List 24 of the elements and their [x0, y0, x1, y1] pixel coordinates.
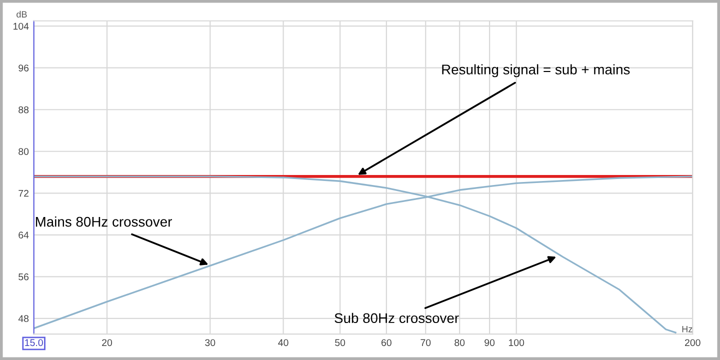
y-tick-label: 56	[18, 273, 29, 280]
x-tick-label: 15.0	[25, 339, 43, 346]
y-axis-title: dB	[16, 10, 27, 18]
x-tick-label: 30	[205, 339, 216, 346]
x-tick-label: 80	[454, 339, 465, 346]
annotation: Sub 80Hz crossover	[334, 312, 459, 324]
y-tick-label: 64	[18, 232, 29, 239]
x-tick-label: 20	[102, 339, 112, 346]
x-tick-label: 100	[508, 339, 524, 346]
x-tick-label: 60	[382, 339, 392, 346]
x-axis-title: Hz	[682, 326, 692, 332]
annotation: Resulting signal = sub + mains	[442, 64, 630, 78]
y-tick-label: 104	[14, 22, 29, 30]
x-tick-label: 50	[335, 339, 346, 346]
x-tick-label: 70	[420, 339, 431, 346]
y-tick-label: 88	[18, 106, 29, 114]
x-tick-label: 40	[278, 339, 288, 346]
x-tick-label: 200	[685, 339, 700, 346]
y-tick-label: 96	[18, 64, 29, 72]
annotation: Mains 80Hz crossover	[36, 216, 172, 227]
y-tick-label: 48	[18, 315, 29, 322]
y-tick-label: 72	[18, 190, 28, 197]
y-tick-label: 80	[18, 148, 29, 155]
x-tick-label: 90	[484, 339, 495, 346]
